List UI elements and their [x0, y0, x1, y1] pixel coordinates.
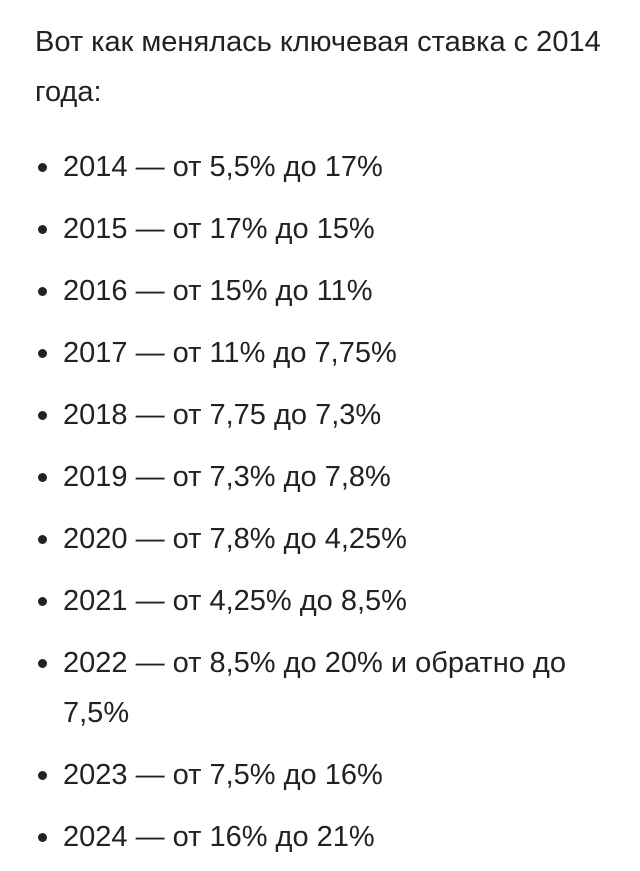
list-item: 2017 — от 11% до 7,75% — [0, 328, 593, 378]
list-item: 2021 — от 4,25% до 8,5% — [0, 576, 593, 626]
list-item: 2014 — от 5,5% до 17% — [0, 142, 593, 192]
list-item: 2015 — от 17% до 15% — [0, 204, 593, 254]
list-item: 2020 — от 7,8% до 4,25% — [0, 514, 593, 564]
list-item: 2019 — от 7,3% до 7,8% — [0, 452, 593, 502]
list-item: 2018 — от 7,75 до 7,3% — [0, 390, 593, 440]
list-item: 2022 — от 8,5% до 20% и обратно до 7,5% — [0, 638, 593, 738]
list-item: 2016 — от 15% до 11% — [0, 266, 593, 316]
list-item: 2023 — от 7,5% до 16% — [0, 750, 593, 800]
rate-list: 2014 — от 5,5% до 17% 2015 — от 17% до 15… — [0, 142, 593, 871]
list-item: 2024 — от 16% до 21% — [0, 812, 593, 862]
intro-text: Вот как менялась ключевая ставка с 2014 … — [35, 26, 601, 108]
